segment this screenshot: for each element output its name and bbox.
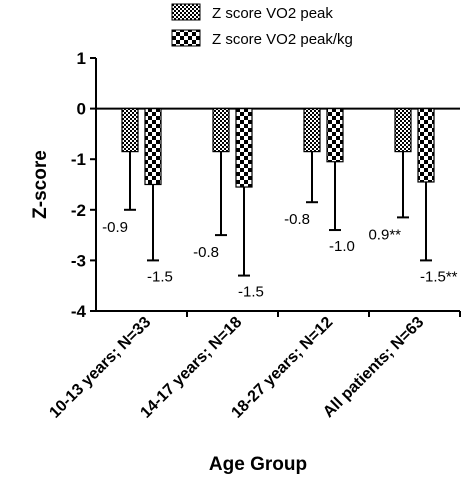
bar — [417, 107, 435, 183]
x-axis-title: Age Group — [209, 454, 307, 475]
data-label: -1.5 — [238, 284, 264, 301]
y-tick-label: -3 — [71, 251, 86, 270]
bars — [121, 107, 435, 277]
y-tick-label: -2 — [71, 201, 86, 220]
x-category-label: 14-17 years; N=18 — [137, 314, 245, 422]
bar — [144, 107, 162, 186]
bar — [235, 107, 253, 188]
bar — [394, 107, 412, 153]
legend-swatch — [171, 29, 201, 47]
y-tick-label: -4 — [71, 302, 87, 321]
x-category-label: All patients; N=63 — [320, 314, 427, 421]
y-tick-label: 0 — [77, 100, 86, 119]
y-tick-label: 1 — [77, 49, 86, 68]
legend-swatch — [171, 3, 201, 21]
x-category-label: 10-13 years; N=33 — [46, 314, 154, 422]
data-labels: -0.9 -0.8 -0.8 0.9** -1.5 -1.5 -1.0 -1.5** — [102, 211, 458, 300]
data-label: -1.5** — [420, 268, 458, 285]
bar — [326, 107, 344, 163]
data-label: -0.8 — [193, 244, 219, 261]
legend: Z score VO2 peak Z score VO2 peak/kg — [171, 3, 353, 48]
data-label: 0.9** — [368, 226, 401, 243]
bar — [212, 107, 230, 153]
legend-label: Z score VO2 peak/kg — [212, 31, 353, 48]
y-axis-title: Z-score — [30, 150, 51, 219]
data-label: -0.9 — [102, 219, 128, 236]
y-tick-label: -1 — [71, 150, 86, 169]
bar — [303, 107, 321, 153]
bar — [121, 107, 139, 153]
data-label: -1.0 — [329, 238, 355, 255]
data-label: -0.8 — [284, 211, 310, 228]
legend-label: Z score VO2 peak — [212, 5, 333, 22]
x-category-label: 18-27 years; N=12 — [228, 314, 336, 422]
data-label: -1.5 — [147, 268, 173, 285]
